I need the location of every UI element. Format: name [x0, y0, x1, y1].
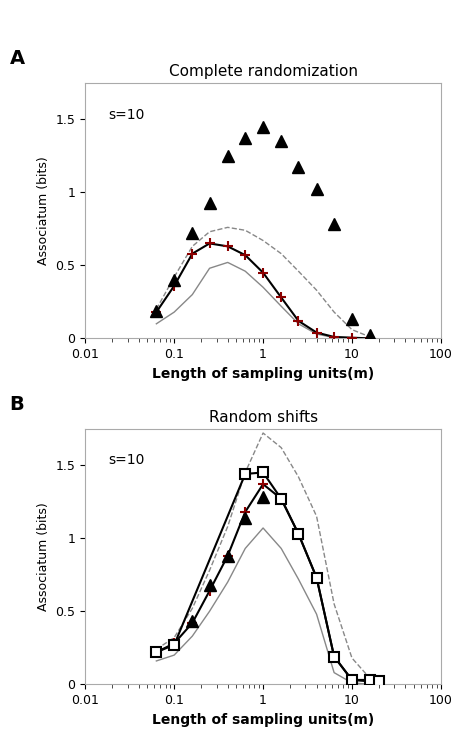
- Y-axis label: Associatum (bits): Associatum (bits): [37, 502, 50, 611]
- X-axis label: Length of sampling units(m): Length of sampling units(m): [152, 713, 374, 726]
- Text: A: A: [9, 49, 25, 68]
- Text: s=10: s=10: [108, 108, 145, 122]
- Title: Complete randomization: Complete randomization: [169, 64, 357, 79]
- Y-axis label: Associatum (bits): Associatum (bits): [37, 156, 50, 265]
- Text: B: B: [9, 395, 24, 414]
- X-axis label: Length of sampling units(m): Length of sampling units(m): [152, 367, 374, 381]
- Text: s=10: s=10: [108, 453, 145, 468]
- Title: Random shifts: Random shifts: [209, 410, 318, 425]
